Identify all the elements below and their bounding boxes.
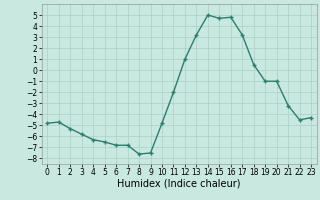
X-axis label: Humidex (Indice chaleur): Humidex (Indice chaleur) (117, 179, 241, 189)
